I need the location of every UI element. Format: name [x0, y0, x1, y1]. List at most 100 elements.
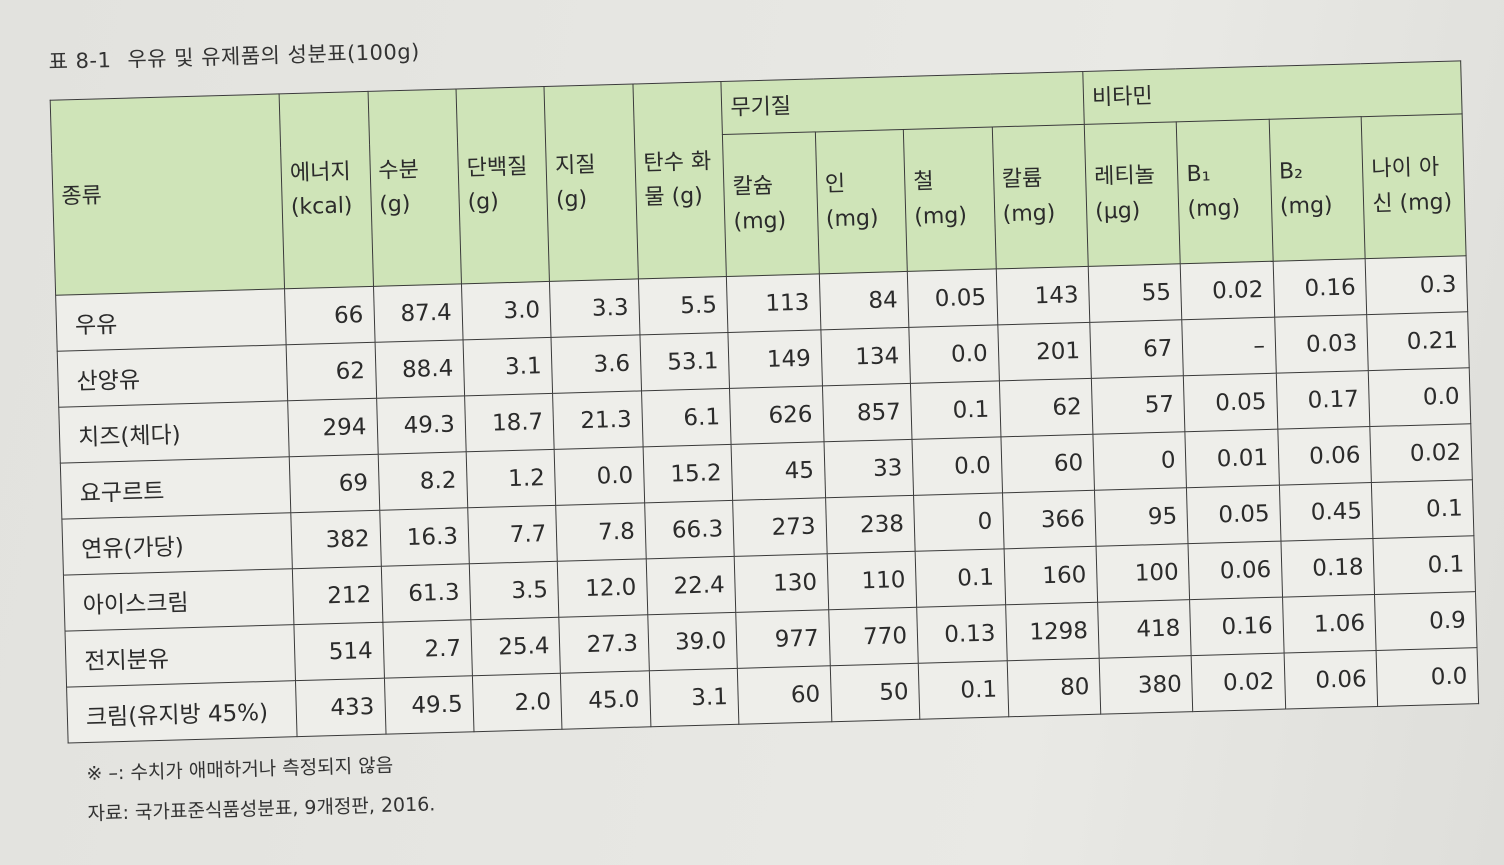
table-cell: 0.0 — [1376, 647, 1479, 707]
table-body: 우유 66 87.4 3.0 3.3 5.5 113 84 0.05 143 55 0.02 0.16 0… — [55, 255, 1479, 744]
table-title: 표 8-1 우유 및 유제품의 성분표(100g) — [48, 35, 420, 75]
table-cell: 55 — [1088, 263, 1183, 323]
table-cell: 238 — [825, 495, 916, 554]
row-label: 우유 — [55, 288, 287, 352]
table-cell: 0.0 — [908, 324, 999, 384]
table-cell: 0.18 — [1280, 538, 1375, 598]
header-calcium: 칼슘 (mg) — [722, 131, 819, 277]
row-label: 산양유 — [57, 344, 288, 408]
table-cell: 61.3 — [380, 563, 471, 623]
table-cell: 22.4 — [646, 556, 736, 615]
table-cell: 1.2 — [466, 449, 557, 508]
table-cell: 88.4 — [374, 339, 465, 399]
table-cell: 0.05 — [1183, 373, 1278, 432]
table-cell: 0.45 — [1279, 482, 1374, 542]
header-type: 종류 — [50, 93, 285, 296]
table-cell: 66.3 — [644, 500, 735, 559]
table-cell: 66 — [284, 286, 375, 345]
table-cell: 0.21 — [1366, 311, 1470, 371]
table-cell: 149 — [728, 329, 823, 389]
table-cell: 49.5 — [383, 675, 474, 735]
table-cell: 15.2 — [642, 444, 733, 503]
table-cell: 380 — [1099, 655, 1194, 715]
table-cell: 84 — [818, 271, 909, 330]
row-label: 전지분유 — [65, 624, 296, 688]
table-cell: 110 — [826, 551, 917, 610]
table-cell: 21.3 — [552, 390, 643, 450]
table-cell: 433 — [295, 678, 386, 737]
header-phosphorus: 인 (mg) — [815, 129, 908, 274]
table-cell: 0.9 — [1374, 591, 1478, 651]
table-cell: 62 — [998, 378, 1093, 437]
row-label: 크림(유지방 45%) — [66, 680, 298, 744]
table-cell: 626 — [729, 385, 824, 445]
table-cell: 39.0 — [647, 612, 738, 671]
table-cell: 7.7 — [467, 505, 558, 564]
table-cell: 273 — [732, 497, 827, 557]
header-niacin: 나이 아신 (mg) — [1361, 113, 1467, 259]
table-cell: 3.3 — [549, 278, 640, 338]
table-cell: 0.02 — [1180, 261, 1275, 320]
table-number: 표 8-1 — [48, 48, 112, 74]
table-cell: 0.13 — [916, 604, 1007, 664]
table-cell: 25.4 — [470, 617, 561, 676]
table-cell: 53.1 — [639, 332, 730, 391]
row-label: 요구르트 — [60, 456, 291, 520]
table-cell: 0.1 — [1373, 535, 1476, 595]
table-cell: 0.17 — [1276, 370, 1371, 430]
table-cell: 3.0 — [461, 281, 552, 340]
table-cell: 27.3 — [559, 614, 650, 674]
row-label: 아이스크림 — [63, 568, 295, 632]
table-cell: 49.3 — [376, 395, 467, 455]
table-cell: 0.0 — [1368, 367, 1471, 427]
table-cell: 514 — [294, 622, 384, 681]
table-cell: 3.6 — [551, 334, 642, 394]
table-cell: 130 — [734, 553, 829, 613]
table-cell: 33 — [823, 439, 914, 498]
table-cell: 212 — [292, 566, 383, 625]
table-cell: 0.1 — [918, 660, 1009, 720]
table-cell: 160 — [1003, 546, 1098, 605]
table-cell: 0.0 — [912, 436, 1003, 496]
table-cell: 0.02 — [1370, 423, 1473, 483]
header-fat: 지질 (g) — [544, 84, 639, 282]
header-carb: 탄수 화물 (g) — [632, 81, 727, 279]
table-cell: 69 — [289, 454, 380, 513]
table-cell: 7.8 — [556, 502, 647, 562]
footnote: ※ –: 수치가 애매하거나 측정되지 않음 — [86, 754, 394, 786]
table-cell: 143 — [995, 266, 1090, 325]
table-cell: 2.0 — [472, 673, 563, 732]
table-cell: 0 — [913, 492, 1004, 552]
source-note: 자료: 국가표준식품성분표, 9개정판, 2016. — [87, 793, 436, 826]
table-cell: – — [1182, 317, 1277, 376]
header-b1: B₁ (mg) — [1176, 119, 1274, 264]
table-cell: 418 — [1097, 599, 1192, 659]
table-cell: 0.06 — [1283, 650, 1378, 710]
table-cell: 977 — [735, 609, 830, 669]
table-cell: 0.16 — [1273, 258, 1367, 318]
table-cell: 201 — [997, 322, 1092, 381]
header-potassium: 칼륨 (mg) — [991, 124, 1089, 269]
table-cell: 770 — [828, 607, 919, 666]
header-b2: B₂ (mg) — [1269, 116, 1366, 262]
table-cell: 0 — [1092, 431, 1187, 491]
table-cell: 0.02 — [1191, 653, 1286, 712]
table-cell: 113 — [726, 273, 821, 333]
table-cell: 87.4 — [373, 283, 463, 343]
table-cell: 6.1 — [641, 388, 732, 447]
table-cell: 8.2 — [377, 451, 468, 511]
table-cell: 50 — [829, 663, 920, 722]
table-cell: 0.16 — [1189, 597, 1284, 656]
header-water: 수분 (g) — [367, 88, 462, 287]
table-cell: 62 — [286, 342, 377, 401]
table-cell: 5.5 — [638, 276, 729, 335]
header-protein: 단백질 (g) — [455, 86, 550, 284]
table-cell: 67 — [1089, 319, 1184, 379]
table-cell: 857 — [822, 383, 913, 442]
row-label: 연유(가당) — [61, 512, 293, 576]
table-cell: 366 — [1002, 490, 1097, 549]
header-iron: 철 (mg) — [903, 127, 996, 272]
table-cell: 0.06 — [1188, 541, 1283, 600]
table-cell: 1.06 — [1282, 594, 1377, 654]
